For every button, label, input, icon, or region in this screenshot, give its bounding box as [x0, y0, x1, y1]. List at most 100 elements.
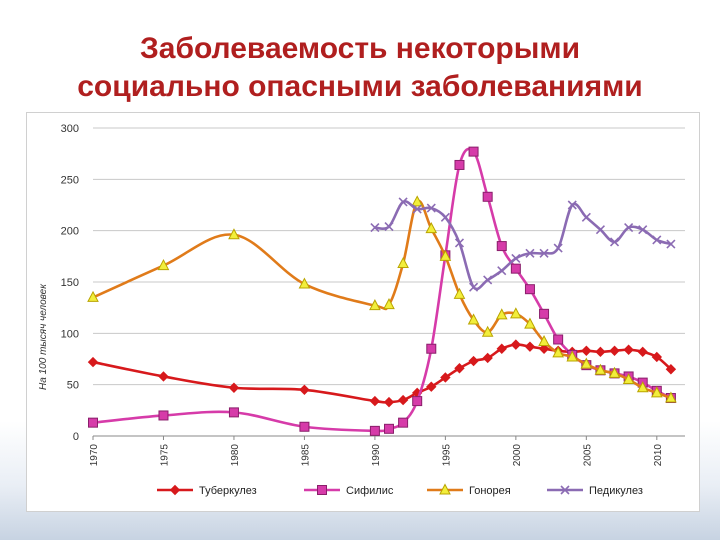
data-point [412, 204, 422, 214]
data-point [652, 235, 662, 245]
legend-item: Гонорея [427, 483, 511, 497]
x-tick-label: 1985 [300, 444, 311, 467]
data-point [651, 351, 663, 363]
data-point [453, 287, 466, 299]
y-tick-label: 250 [61, 174, 79, 186]
data-point [637, 346, 648, 358]
data-point [539, 248, 549, 258]
legend-marker [439, 483, 451, 495]
data-point [510, 339, 522, 350]
data-point [525, 248, 535, 258]
data-point [482, 191, 493, 202]
data-point [468, 146, 479, 157]
data-point [454, 363, 465, 374]
data-point [88, 417, 98, 428]
data-point [594, 363, 607, 375]
x-tick-label: 1990 [371, 444, 382, 467]
legend-item: Педикулез [547, 485, 643, 497]
data-point [228, 407, 239, 418]
data-point [454, 159, 465, 170]
data-point [665, 391, 677, 403]
data-point [481, 325, 494, 337]
data-point [397, 394, 409, 406]
series-layer [87, 146, 677, 436]
data-point [524, 341, 536, 352]
data-point [468, 355, 479, 367]
legend: Туберкулез Сифилис Гонорея Педикулез [157, 483, 643, 497]
slide-title-line-2: социально опасными заболеваниями [77, 70, 643, 103]
data-point [87, 356, 99, 368]
data-point [666, 239, 676, 249]
data-point [581, 345, 592, 356]
legend-label: Сифилис [346, 485, 394, 497]
data-point [483, 275, 493, 285]
y-tick-label: 150 [61, 277, 79, 289]
data-point [624, 223, 634, 233]
data-point [511, 253, 521, 263]
data-point [299, 384, 310, 396]
data-point [299, 421, 310, 432]
x-tick-label: 1980 [230, 444, 241, 467]
data-point [383, 298, 395, 310]
grid-lines [93, 127, 685, 437]
data-point [384, 423, 394, 434]
data-point [538, 343, 550, 354]
data-point [158, 371, 169, 382]
data-point [609, 237, 620, 247]
data-point [228, 382, 240, 393]
legend-item: Сифилис [304, 485, 394, 497]
data-point [665, 364, 677, 375]
data-point [524, 317, 536, 329]
data-point [87, 290, 99, 302]
data-point [298, 277, 311, 289]
legend-marker [317, 485, 327, 495]
data-point [383, 396, 395, 408]
data-point [496, 241, 507, 252]
legend-label: Педикулез [589, 485, 643, 497]
chart-container: 0 50 100 150 200 250 300 1970 1975 1980 1985 1990 19… [26, 112, 700, 512]
x-tick-label: 2005 [582, 444, 593, 467]
legend-marker [560, 485, 570, 495]
y-tick-label: 0 [73, 431, 79, 443]
line-chart: 0 50 100 150 200 250 300 1970 1975 1980 1985 1990 19… [38, 123, 685, 497]
data-point [369, 395, 381, 407]
series-line [373, 200, 673, 291]
slide-title-line-1: Заболеваемость некоторыми [139, 32, 581, 65]
series-group [87, 195, 677, 403]
x-tick-label: 2010 [653, 444, 664, 467]
data-point [638, 225, 648, 235]
data-point [412, 396, 423, 407]
data-point [595, 225, 605, 235]
data-point [482, 352, 493, 364]
axes: 0 50 100 150 200 250 300 1970 1975 1980 1985 1990 19… [61, 123, 685, 466]
data-point [581, 212, 591, 222]
data-point [608, 366, 621, 378]
data-point [397, 256, 409, 269]
data-point [552, 346, 564, 358]
data-point [426, 203, 436, 213]
data-point [369, 299, 381, 311]
data-point [580, 357, 593, 369]
data-point [467, 313, 480, 325]
x-tick-label: 1970 [89, 444, 100, 467]
data-point [497, 266, 507, 276]
data-point [524, 284, 535, 295]
y-tick-label: 50 [67, 380, 79, 392]
data-point [426, 343, 437, 354]
y-tick-label: 300 [61, 123, 79, 135]
data-point [623, 344, 634, 355]
data-point [440, 212, 450, 222]
legend-label: Туберкулез [199, 485, 257, 497]
legend-item: Туберкулез [157, 484, 257, 497]
data-point [398, 417, 409, 428]
data-point [440, 372, 451, 383]
data-point [538, 334, 550, 347]
slide-title: Заболеваемость некоторыми социально опас… [0, 30, 720, 106]
data-point [566, 350, 579, 362]
data-point [425, 222, 438, 234]
data-point [622, 372, 635, 385]
x-tick-label: 2000 [512, 444, 523, 467]
data-point [539, 308, 550, 319]
data-point [510, 307, 522, 319]
data-point [398, 197, 408, 207]
